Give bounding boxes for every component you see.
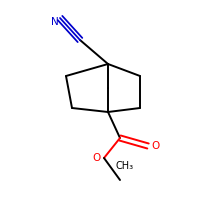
Text: O: O [92, 153, 100, 163]
Text: O: O [152, 141, 160, 151]
Text: N: N [51, 17, 59, 27]
Text: CH₃: CH₃ [116, 161, 134, 171]
